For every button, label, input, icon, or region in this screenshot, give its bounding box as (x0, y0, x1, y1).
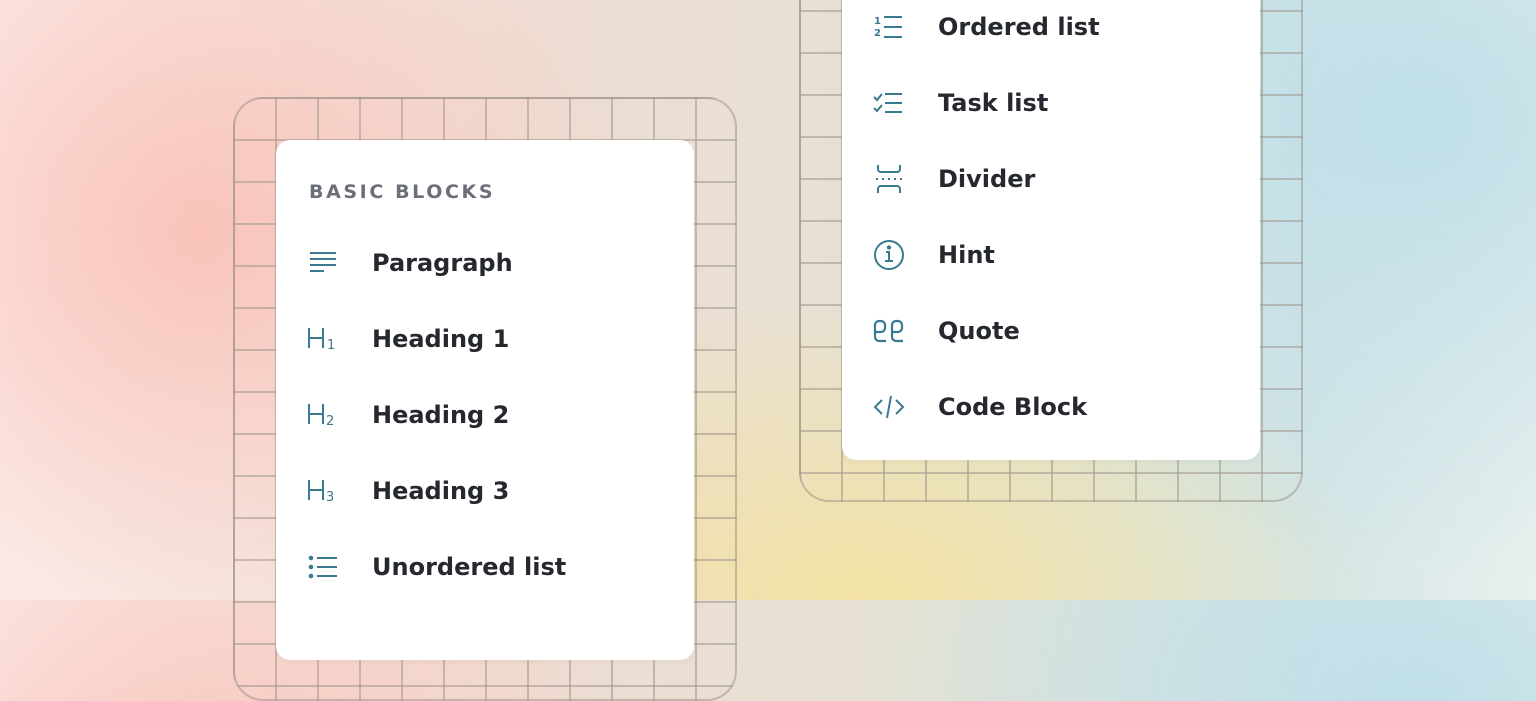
info-icon (874, 240, 904, 270)
menu-item-label: Unordered list (372, 553, 567, 581)
menu-item-code-block[interactable]: Code Block (872, 387, 1087, 427)
ordered-list-icon: 12 (874, 16, 902, 39)
section-title: BASIC BLOCKS (309, 181, 496, 203)
heading-3-icon: 3 (308, 480, 334, 505)
menu-item-label: Task list (938, 89, 1049, 117)
block-menu-basic: BASIC BLOCKS Paragraph 1 Heading 1 2 Hea… (276, 140, 694, 660)
menu-item-task-list[interactable]: Task list (872, 83, 1048, 123)
quote-icon (873, 319, 904, 343)
svg-text:1: 1 (874, 16, 881, 27)
menu-item-label: Code Block (938, 393, 1088, 421)
svg-text:1: 1 (327, 338, 335, 353)
svg-text:2: 2 (326, 414, 334, 429)
menu-item-heading-3[interactable]: 3 Heading 3 (306, 471, 509, 511)
paragraph-icon (310, 252, 336, 272)
menu-item-label: Heading 3 (372, 477, 510, 505)
menu-item-unordered-list[interactable]: Unordered list (306, 547, 566, 587)
svg-text:2: 2 (874, 28, 881, 39)
task-list-icon (873, 93, 902, 113)
menu-item-divider[interactable]: Divider (872, 159, 1035, 199)
heading-2-icon: 2 (308, 404, 334, 429)
code-icon (873, 395, 905, 419)
menu-item-label: Divider (938, 165, 1036, 193)
menu-item-label: Hint (938, 241, 995, 269)
menu-item-label: Ordered list (938, 13, 1100, 41)
menu-item-paragraph[interactable]: Paragraph (306, 243, 513, 283)
menu-item-heading-1[interactable]: 1 Heading 1 (306, 319, 509, 359)
menu-item-label: Heading 2 (372, 401, 510, 429)
menu-item-label: Paragraph (372, 249, 513, 277)
menu-item-hint[interactable]: Hint (872, 235, 995, 275)
menu-item-heading-2[interactable]: 2 Heading 2 (306, 395, 509, 435)
menu-item-quote[interactable]: Quote (872, 311, 1020, 351)
heading-1-icon: 1 (308, 328, 335, 353)
menu-item-label: Heading 1 (372, 325, 510, 353)
divider-icon (876, 165, 903, 193)
svg-text:3: 3 (326, 490, 334, 505)
menu-item-label: Quote (938, 317, 1020, 345)
unordered-list-icon (308, 555, 337, 579)
